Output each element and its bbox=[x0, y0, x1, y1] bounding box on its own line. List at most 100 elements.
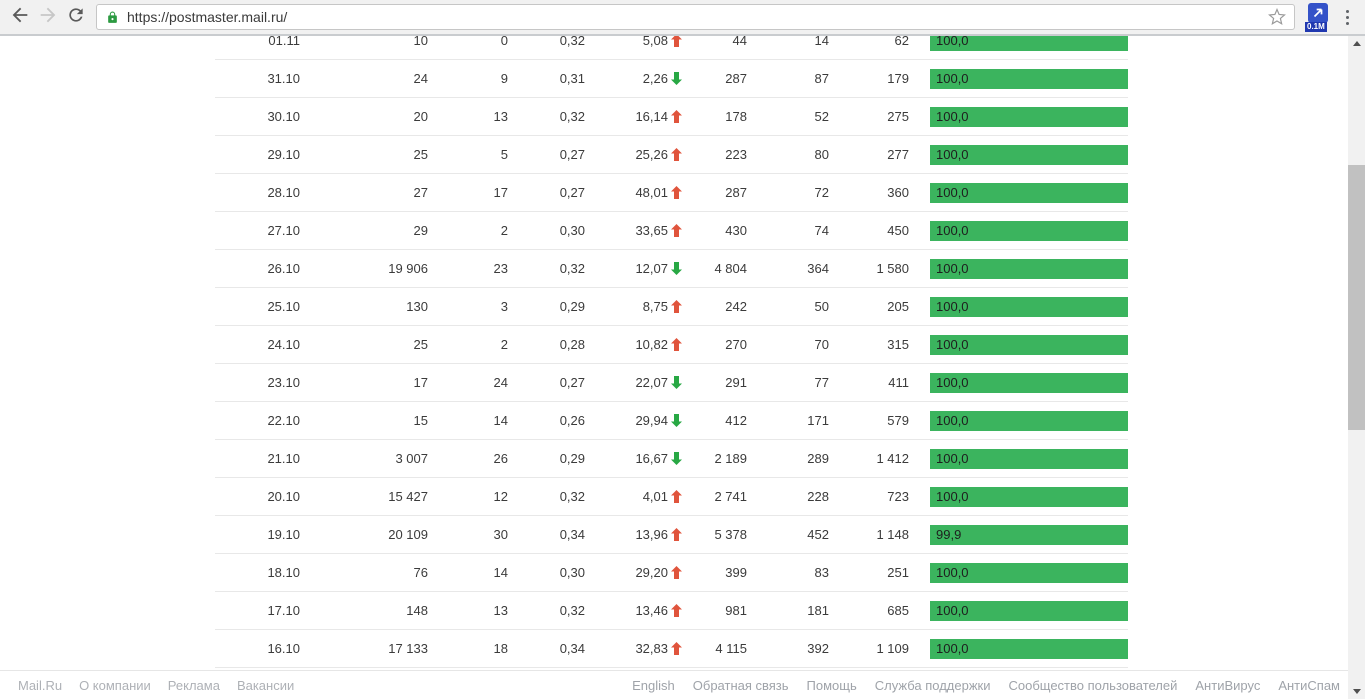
cell-v3: 0,34 bbox=[559, 641, 585, 656]
cell-v6: 251 bbox=[887, 565, 909, 580]
percent-bar-label: 100,0 bbox=[936, 146, 969, 162]
footer-link-right-3[interactable]: Служба поддержки bbox=[874, 677, 991, 693]
cell-v4: 412 bbox=[725, 413, 747, 428]
cell-v5: 452 bbox=[807, 527, 829, 542]
table-row: 24.10 25 2 0,28 10,82 270 70 315 100,0 bbox=[215, 326, 1128, 364]
cell-v3: 0,32 bbox=[559, 489, 585, 504]
cell-v6: 723 bbox=[887, 489, 909, 504]
scroll-down-icon bbox=[1352, 689, 1361, 694]
trend-down-icon bbox=[671, 414, 682, 427]
extension-button[interactable]: 0.1M bbox=[1305, 2, 1331, 32]
cell-date: 16.10 bbox=[267, 641, 300, 656]
cell-v2: 0 bbox=[500, 36, 508, 48]
cell-v2: 23 bbox=[493, 261, 508, 276]
cell-v4: 430 bbox=[725, 223, 747, 238]
percent-bar-label: 100,0 bbox=[936, 564, 969, 580]
percent-bar: 100,0 bbox=[930, 106, 1128, 127]
cell-bar: 100,0 bbox=[909, 600, 1128, 621]
cell-date: 28.10 bbox=[267, 185, 300, 200]
stats-table: 01.11 10 0 0,32 5,08 44 14 62 100,0 31.10 24 9 0,31 2… bbox=[215, 36, 1128, 668]
cell-v2: 14 bbox=[493, 565, 508, 580]
scroll-down-button[interactable] bbox=[1348, 684, 1365, 699]
cell-bar: 100,0 bbox=[909, 144, 1128, 165]
reload-button[interactable] bbox=[62, 3, 90, 31]
delta-value: 48,01 bbox=[635, 185, 668, 200]
cell-v1: 25 bbox=[413, 337, 428, 352]
cell-v1: 76 bbox=[413, 565, 428, 580]
vertical-scrollbar[interactable] bbox=[1348, 36, 1365, 699]
delta-value: 16,14 bbox=[635, 109, 668, 124]
bookmark-star-icon[interactable] bbox=[1266, 6, 1288, 28]
cell-bar: 100,0 bbox=[909, 106, 1128, 127]
percent-bar-label: 100,0 bbox=[936, 298, 969, 314]
delta-value: 5,08 bbox=[642, 36, 668, 48]
cell-v6: 277 bbox=[887, 147, 909, 162]
cell-v5: 392 bbox=[807, 641, 829, 656]
cell-v2: 24 bbox=[493, 375, 508, 390]
cell-v3: 0,27 bbox=[559, 375, 585, 390]
cell-v3: 0,32 bbox=[559, 603, 585, 618]
scroll-up-button[interactable] bbox=[1348, 36, 1365, 51]
address-bar[interactable]: https://postmaster.mail.ru/ bbox=[96, 4, 1295, 30]
footer-link-right-2[interactable]: Помощь bbox=[806, 677, 857, 693]
trend-up-icon bbox=[671, 148, 682, 161]
cell-v5: 77 bbox=[814, 375, 829, 390]
cell-date: 22.10 bbox=[267, 413, 300, 428]
back-icon bbox=[9, 4, 31, 31]
percent-bar-label: 100,0 bbox=[936, 70, 969, 86]
cell-date: 19.10 bbox=[267, 527, 300, 542]
url-text[interactable]: https://postmaster.mail.ru/ bbox=[127, 9, 288, 25]
footer-link-left-3[interactable]: Вакансии bbox=[236, 677, 295, 693]
cell-delta: 33,65 bbox=[585, 223, 682, 238]
cell-bar: 100,0 bbox=[909, 372, 1128, 393]
footer-link-right-0[interactable]: English bbox=[632, 677, 675, 693]
cell-delta: 8,75 bbox=[585, 299, 682, 314]
footer-link-left-0[interactable]: Mail.Ru bbox=[18, 677, 63, 693]
footer-link-left-1[interactable]: О компании bbox=[79, 677, 151, 693]
cell-delta: 16,14 bbox=[585, 109, 682, 124]
trend-up-icon bbox=[671, 36, 682, 47]
cell-v3: 0,30 bbox=[559, 565, 585, 580]
menu-button[interactable] bbox=[1337, 3, 1357, 31]
cell-v1: 3 007 bbox=[395, 451, 428, 466]
footer-link-right-5[interactable]: АнтиВирус bbox=[1195, 677, 1261, 693]
cell-v4: 223 bbox=[725, 147, 747, 162]
page-footer: Mail.Ru О компании Реклама Вакансии English… bbox=[0, 670, 1348, 699]
footer-link-left-2[interactable]: Реклама bbox=[167, 677, 220, 693]
footer-link-right-4[interactable]: Сообщество пользователей bbox=[1008, 677, 1178, 693]
cell-v3: 0,31 bbox=[559, 71, 585, 86]
percent-bar: 100,0 bbox=[930, 372, 1128, 393]
trend-down-icon bbox=[671, 452, 682, 465]
percent-bar-label: 100,0 bbox=[936, 412, 969, 428]
percent-bar-label: 100,0 bbox=[936, 450, 969, 466]
cell-v2: 30 bbox=[493, 527, 508, 542]
forward-button[interactable] bbox=[34, 3, 62, 31]
cell-v3: 0,27 bbox=[559, 147, 585, 162]
cell-v4: 4 115 bbox=[715, 641, 747, 656]
cell-v2: 9 bbox=[500, 71, 508, 86]
cell-v5: 87 bbox=[814, 71, 829, 86]
cell-v6: 685 bbox=[887, 603, 909, 618]
cell-date: 18.10 bbox=[267, 565, 300, 580]
cell-v6: 1 412 bbox=[876, 451, 909, 466]
cell-date: 30.10 bbox=[267, 109, 300, 124]
footer-link-right-6[interactable]: АнтиСпам bbox=[1278, 677, 1340, 693]
extension-badge: 0.1M bbox=[1305, 22, 1327, 32]
cell-bar: 100,0 bbox=[909, 334, 1128, 355]
cell-v4: 44 bbox=[732, 36, 747, 48]
cell-v1: 17 133 bbox=[388, 641, 428, 656]
cell-v6: 1 109 bbox=[876, 641, 909, 656]
trend-up-icon bbox=[671, 642, 682, 655]
back-button[interactable] bbox=[6, 3, 34, 31]
cell-v5: 80 bbox=[814, 147, 829, 162]
delta-value: 25,26 bbox=[635, 147, 668, 162]
cell-date: 31.10 bbox=[267, 71, 300, 86]
cell-v6: 179 bbox=[887, 71, 909, 86]
footer-link-right-1[interactable]: Обратная связь bbox=[692, 677, 789, 693]
delta-value: 13,46 bbox=[635, 603, 668, 618]
cell-v1: 15 427 bbox=[388, 489, 428, 504]
cell-delta: 12,07 bbox=[585, 261, 682, 276]
scrollbar-thumb[interactable] bbox=[1348, 165, 1365, 430]
delta-value: 22,07 bbox=[635, 375, 668, 390]
cell-v3: 0,29 bbox=[559, 451, 585, 466]
